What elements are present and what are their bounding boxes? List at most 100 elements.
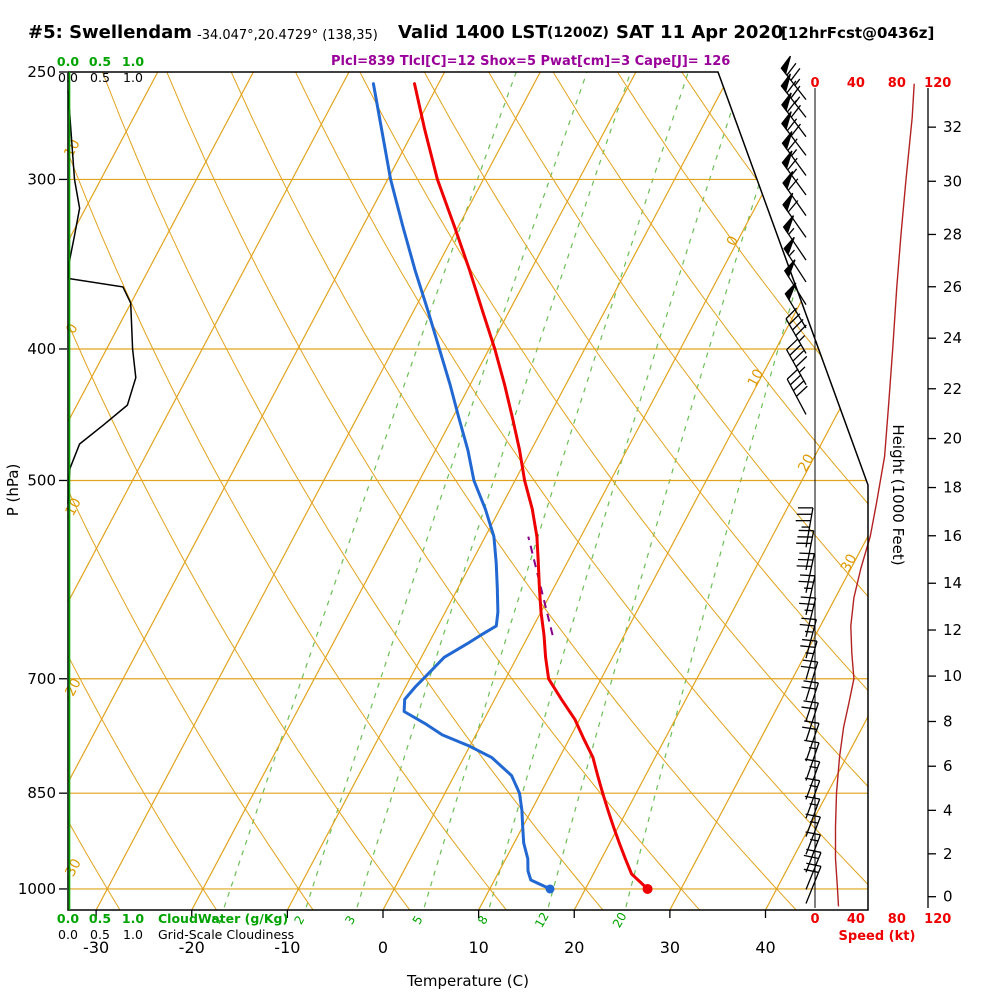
height-tick-label: 14	[943, 574, 962, 592]
cloudwater-scale-top: 0.5	[89, 54, 111, 69]
dewpoint-curve	[371, 82, 552, 891]
stability-indices-line: Plcl=839 Tlcl[C]=12 Shox=5 Pwat[cm]=3 Ca…	[331, 54, 731, 69]
temperature-curve	[413, 82, 650, 891]
wind-barb-feather	[792, 318, 804, 331]
cloud-water-profile	[67, 90, 137, 504]
mixing-ratio-label: 5	[410, 913, 426, 927]
wind-barb-feather	[789, 374, 802, 386]
height-tick-label: 22	[943, 380, 962, 398]
isotherm-label-left: 0	[63, 321, 81, 336]
wind-barb-feather	[786, 80, 797, 94]
wind-barb-feather	[796, 565, 812, 568]
isotherm-line	[286, 72, 733, 910]
wind-barb-feather	[804, 777, 820, 782]
speed-tick-label-bottom: 40	[847, 912, 865, 927]
dry-adiabat-line	[552, 72, 868, 910]
height-tick-label: 6	[943, 757, 953, 775]
cloudiness-scale-bottom: 1.0	[123, 927, 143, 942]
mixing-ratio-line	[544, 72, 795, 910]
speed-tick-label-top: 120	[924, 76, 951, 91]
wind-barb-feather	[790, 123, 802, 137]
dry-adiabat-line	[101, 72, 610, 910]
isotherm-label-left: -10	[60, 495, 85, 523]
cloudiness-scale-bottom: 0.0	[58, 927, 78, 942]
wind-barb-staff	[786, 349, 807, 386]
cloudwater-scale-top: 1.0	[122, 54, 144, 69]
wind-barb-flag	[781, 111, 792, 131]
height-tick-label: 28	[943, 225, 962, 243]
isotherm-label-right: 30	[838, 551, 860, 574]
mixing-ratio-label: 2	[291, 913, 307, 927]
pressure-tick-label: 400	[27, 340, 56, 358]
skewt-background-grid	[68, 72, 868, 910]
wind-barb-feather	[799, 602, 815, 606]
wind-barb-flag	[780, 55, 792, 76]
wind-barb-feather	[792, 350, 805, 362]
wind-barb-feather	[801, 617, 817, 621]
wind-barb-feather	[803, 680, 819, 684]
dry-adiabat-line	[616, 72, 868, 910]
cloudwater-axis-title: CloudWater (g/Kg)	[158, 911, 288, 926]
forecast-run-label: [12hrFcst@0436z]	[781, 24, 935, 42]
isotherm-line	[95, 72, 541, 910]
temperature-tick-label: -20	[179, 938, 205, 957]
cloudiness-axis-title: Grid-Scale Cloudiness	[158, 927, 294, 942]
wind-barb-feather	[805, 813, 821, 818]
wind-barb-feather	[787, 157, 798, 171]
wind-barb-feather	[789, 344, 802, 356]
wind-barb-half-feather	[788, 227, 795, 235]
speed-tick-label-bottom: 120	[924, 912, 951, 927]
wind-barb-feather	[786, 338, 798, 351]
height-tick-label: 16	[943, 527, 962, 545]
valid-utc-label: (1200Z)	[547, 25, 609, 41]
mixing-ratio-line	[220, 72, 517, 910]
wind-barb-flag	[780, 73, 792, 93]
wind-barb-feather	[786, 62, 797, 76]
wind-barb-flag	[782, 215, 795, 235]
wind-barb-half-feather	[798, 335, 806, 342]
wind-barb-feather	[787, 200, 799, 213]
wind-barb-feather	[797, 558, 813, 561]
isotherm-label-left: -30	[60, 856, 85, 884]
cloudwater-scale-bottom: 0.0	[57, 911, 79, 926]
wind-barb-feather	[799, 574, 816, 577]
height-tick-label: 32	[943, 118, 962, 136]
wind-barb-half-feather	[809, 765, 818, 769]
dry-adiabat-line	[423, 72, 868, 910]
wind-barb-feather	[803, 700, 819, 704]
wind-barb-feather	[790, 85, 801, 99]
mixing-ratio-label: 12	[532, 910, 552, 930]
dry-adiabat-line	[230, 72, 804, 910]
cloudwater-scale-top: 0.0	[57, 54, 79, 69]
temperature-tick-label: 20	[564, 938, 584, 957]
dry-adiabat-line	[68, 72, 513, 910]
speed-tick-label-bottom: 80	[888, 912, 906, 927]
wind-barb-flag	[782, 192, 794, 212]
parcel-path	[527, 536, 554, 636]
pressure-tick-label: 700	[27, 670, 56, 688]
isotherm-line	[191, 72, 637, 910]
height-tick-label: 18	[943, 479, 962, 497]
wind-barb-half-feather	[809, 784, 818, 788]
dry-adiabat-line	[488, 72, 868, 910]
wind-barb-half-feather	[804, 630, 814, 633]
dry-adiabat-line	[68, 72, 416, 910]
wind-barb-feather	[805, 831, 821, 836]
wind-barb-flag	[784, 282, 797, 302]
wind-barb-half-feather	[791, 149, 798, 157]
wind-barb-feather	[792, 379, 805, 392]
dry-adiabat-line	[359, 72, 868, 910]
isotherm-line	[669, 72, 868, 910]
wind-barb-half-feather	[810, 838, 819, 842]
mixing-ratio-label: 8	[475, 913, 491, 927]
station-coords: -34.047°,20.4729° (138,35)	[197, 28, 378, 43]
height-tick-label: 30	[943, 172, 962, 190]
mixing-ratio-line	[485, 72, 745, 910]
pressure-tick-label: 1000	[18, 880, 56, 898]
isotherm-line	[68, 72, 254, 910]
pressure-tick-label: 250	[27, 63, 56, 81]
temperature-tick-label: -30	[83, 938, 109, 957]
wind-barb-half-feather	[804, 609, 813, 612]
temperature-tick-label: 10	[468, 938, 488, 957]
